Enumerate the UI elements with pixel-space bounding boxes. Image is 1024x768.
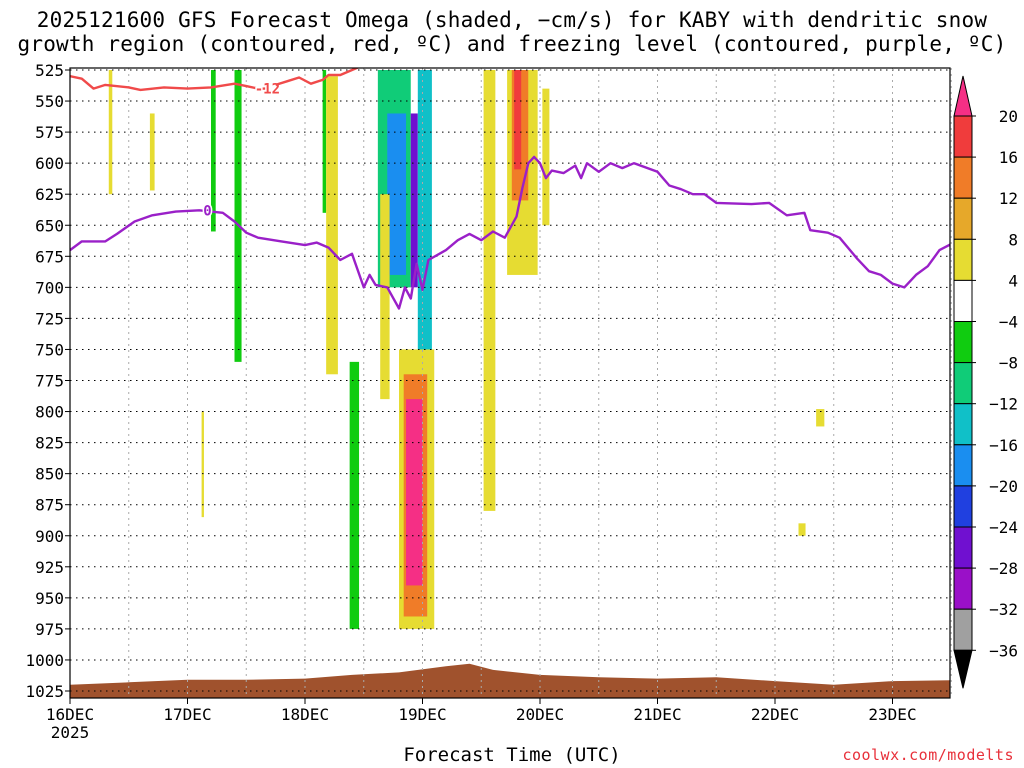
y-tick-label: 925 bbox=[35, 558, 64, 577]
omega-cell bbox=[380, 194, 390, 400]
y-tick-label: 625 bbox=[35, 185, 64, 204]
omega-cell bbox=[108, 70, 113, 195]
y-tick-label: 525 bbox=[35, 61, 64, 80]
omega-cell bbox=[417, 70, 432, 369]
omega-cell bbox=[410, 113, 418, 288]
omega-cell bbox=[387, 113, 407, 275]
contour-lines: -12 0 bbox=[70, 68, 950, 310]
contour-line bbox=[70, 155, 950, 310]
colorbar-swatch bbox=[953, 279, 973, 322]
colorbar-swatch bbox=[953, 485, 973, 528]
omega-shading bbox=[108, 70, 825, 629]
contour-label: -12 bbox=[255, 82, 280, 98]
x-tick-label: 16DEC bbox=[46, 705, 94, 724]
colorbar-swatch bbox=[953, 403, 973, 446]
omega-cell bbox=[234, 70, 242, 362]
y-tick-label: 825 bbox=[35, 434, 64, 453]
x-tick-label: 19DEC bbox=[398, 705, 446, 724]
omega-cell bbox=[349, 361, 360, 629]
y-tick-label: 775 bbox=[35, 372, 64, 391]
colorbar-label: 16 bbox=[999, 148, 1018, 167]
contour-line bbox=[70, 75, 270, 92]
colorbar-swatch bbox=[953, 526, 973, 569]
colorbar-swatch bbox=[953, 156, 973, 199]
omega-cell bbox=[514, 70, 522, 170]
colorbar-swatch bbox=[953, 608, 973, 651]
colorbar-label: −32 bbox=[989, 600, 1018, 619]
y-tick-label: 950 bbox=[35, 589, 64, 608]
x-tick-label: 20DEC bbox=[516, 705, 564, 724]
colorbar: 20 16 12 8 4 −4 −8 −12 −16 −20 −24 −28 −32 −36 bbox=[953, 75, 1018, 689]
x-tick-label: 17DEC bbox=[163, 705, 211, 724]
y-tick-label: 975 bbox=[35, 620, 64, 639]
colorbar-label: −28 bbox=[989, 559, 1018, 578]
omega-cell bbox=[483, 70, 496, 511]
colorbar-swatch bbox=[953, 444, 973, 487]
colorbar-swatch bbox=[953, 238, 973, 281]
terrain-fill bbox=[70, 663, 950, 698]
x-tick-label: 22DEC bbox=[751, 705, 799, 724]
y-tick-label: 1000 bbox=[25, 651, 64, 670]
omega-cell bbox=[816, 409, 825, 427]
omega-cell bbox=[149, 113, 155, 191]
y-tick-label: 600 bbox=[35, 154, 64, 173]
y-tick-label: 800 bbox=[35, 403, 64, 422]
colorbar-label: 8 bbox=[1008, 230, 1018, 249]
y-tick-label: 650 bbox=[35, 216, 64, 235]
chart-title-line1: 2025121600 GFS Forecast Omega (shaded, −… bbox=[36, 8, 988, 32]
colorbar-swatch bbox=[953, 567, 973, 610]
y-tick-label: 850 bbox=[35, 465, 64, 484]
colorbar-label: 20 bbox=[999, 107, 1018, 126]
credit-link[interactable]: coolwx.com/modelts bbox=[842, 746, 1014, 764]
colorbar-label: −24 bbox=[989, 518, 1018, 537]
colorbar-label: −16 bbox=[989, 436, 1018, 455]
terrain-surface bbox=[70, 663, 950, 698]
y-tick-label: 700 bbox=[35, 278, 64, 297]
x-tick-label: 23DEC bbox=[868, 705, 916, 724]
x-axis-label: Forecast Time (UTC) bbox=[403, 744, 621, 766]
omega-cell bbox=[322, 70, 327, 213]
y-tick-label: 550 bbox=[35, 92, 64, 111]
omega-cell bbox=[201, 411, 204, 518]
x-tick-sublabel: 2025 bbox=[51, 723, 90, 742]
omega-cell bbox=[211, 70, 216, 232]
colorbar-swatch bbox=[953, 115, 973, 158]
colorbar-label: −20 bbox=[989, 477, 1018, 496]
colorbar-label: −36 bbox=[989, 641, 1018, 660]
x-tick-label: 18DEC bbox=[281, 705, 329, 724]
colorbar-swatch bbox=[953, 362, 973, 405]
y-tick-label: 1025 bbox=[25, 682, 64, 701]
colorbar-arrow-bottom bbox=[953, 649, 973, 689]
omega-cell bbox=[326, 76, 338, 375]
chart-title-line2: growth region (contoured, red, ºC) and f… bbox=[17, 32, 1007, 56]
colorbar-swatch bbox=[953, 321, 973, 364]
y-tick-label: 725 bbox=[35, 309, 64, 328]
grid-lines bbox=[69, 68, 952, 698]
plot-frame bbox=[69, 67, 951, 699]
y-tick-label: 575 bbox=[35, 123, 64, 142]
omega-cell bbox=[798, 523, 806, 536]
y-tick-label: 750 bbox=[35, 340, 64, 359]
colorbar-arrow-top bbox=[953, 75, 973, 117]
contour-label: 0 bbox=[203, 203, 211, 219]
y-axis: 525 550 575 600 625 650 675 700 725 750 775 800 825 8… bbox=[25, 61, 70, 701]
contour-line bbox=[275, 68, 359, 87]
omega-cell bbox=[406, 399, 423, 586]
colorbar-swatch bbox=[953, 197, 973, 240]
colorbar-label: −8 bbox=[999, 354, 1018, 373]
y-tick-label: 875 bbox=[35, 496, 64, 515]
omega-cell bbox=[542, 88, 550, 226]
colorbar-label: −4 bbox=[999, 313, 1018, 332]
colorbar-label: 4 bbox=[1008, 271, 1018, 290]
colorbar-label: −12 bbox=[989, 395, 1018, 414]
x-tick-label: 21DEC bbox=[633, 705, 681, 724]
y-tick-label: 900 bbox=[35, 527, 64, 546]
y-tick-label: 675 bbox=[35, 247, 64, 266]
colorbar-label: 12 bbox=[999, 189, 1018, 208]
